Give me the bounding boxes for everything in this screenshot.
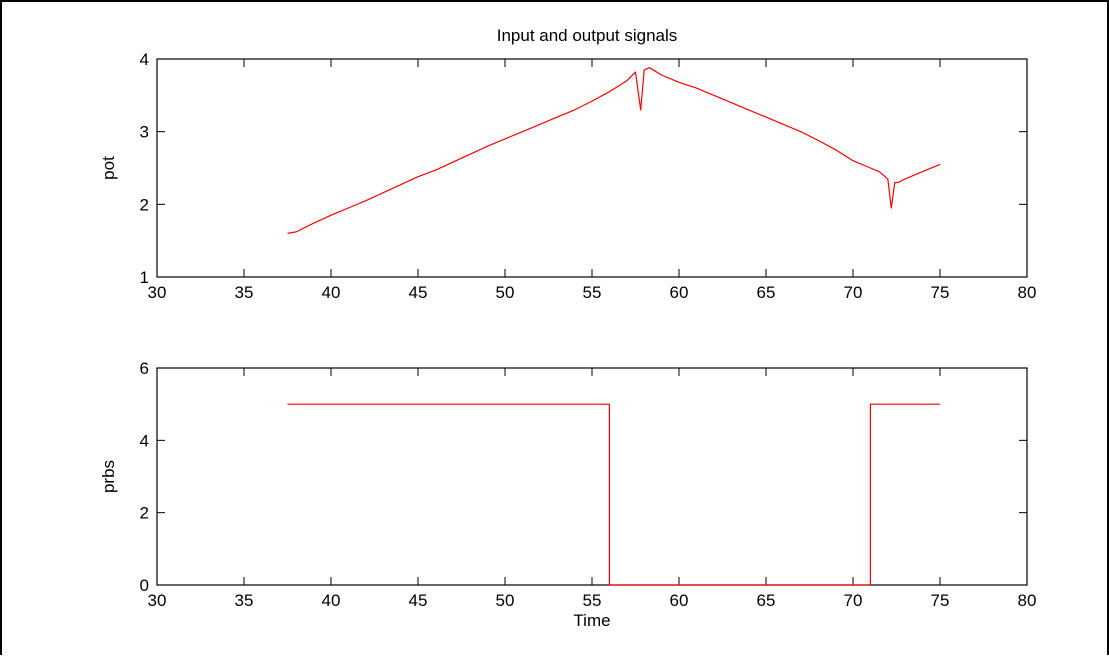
x-tick-label: 30 <box>148 591 167 610</box>
x-tick-label: 40 <box>322 283 341 302</box>
x-tick-label: 60 <box>670 283 689 302</box>
x-tick-label: 40 <box>322 591 341 610</box>
x-tick-label: 30 <box>148 283 167 302</box>
axes-box <box>156 367 1028 586</box>
x-tick-label: 70 <box>844 283 863 302</box>
top-subplot: 30 35 40 45 50 55 60 65 70 75 80 1 2 3 4 pot <box>99 50 1036 302</box>
x-tick-label: 35 <box>235 591 254 610</box>
y-tick-label: 3 <box>140 123 149 142</box>
x-tick-label: 80 <box>1018 591 1037 610</box>
y-tick-label: 2 <box>140 195 149 214</box>
x-tick-label: 50 <box>496 283 515 302</box>
x-tick-label: 65 <box>757 283 776 302</box>
x-tick-label: 50 <box>496 591 515 610</box>
x-tick-label: 55 <box>583 283 602 302</box>
y-tick-label: 2 <box>140 504 149 523</box>
x-axis-label: Time <box>573 611 610 630</box>
pot-series-line <box>287 67 941 234</box>
y-axis-label: prbs <box>99 460 118 493</box>
x-tick-label: 75 <box>931 591 950 610</box>
x-tick-label: 35 <box>235 283 254 302</box>
x-tick-label: 45 <box>409 591 428 610</box>
axes-box <box>156 58 1028 278</box>
bottom-subplot: 30 35 40 45 50 55 60 65 70 75 80 0 2 4 6 prbs Time <box>99 359 1036 630</box>
x-tick-label: 80 <box>1018 283 1037 302</box>
chart-title: Input and output signals <box>497 26 678 45</box>
y-tick-label: 0 <box>140 576 149 595</box>
x-tick-label: 65 <box>757 591 776 610</box>
x-tick-label: 55 <box>583 591 602 610</box>
y-tick-label: 4 <box>140 431 149 450</box>
x-tick-label: 70 <box>844 591 863 610</box>
x-tick-label: 75 <box>931 283 950 302</box>
prbs-series-line <box>287 403 940 586</box>
x-tick-label: 45 <box>409 283 428 302</box>
y-tick-label: 1 <box>140 268 149 287</box>
y-axis-label: pot <box>99 156 118 180</box>
y-tick-label: 6 <box>140 359 149 378</box>
x-tick-label: 60 <box>670 591 689 610</box>
y-tick-label: 4 <box>140 50 149 69</box>
